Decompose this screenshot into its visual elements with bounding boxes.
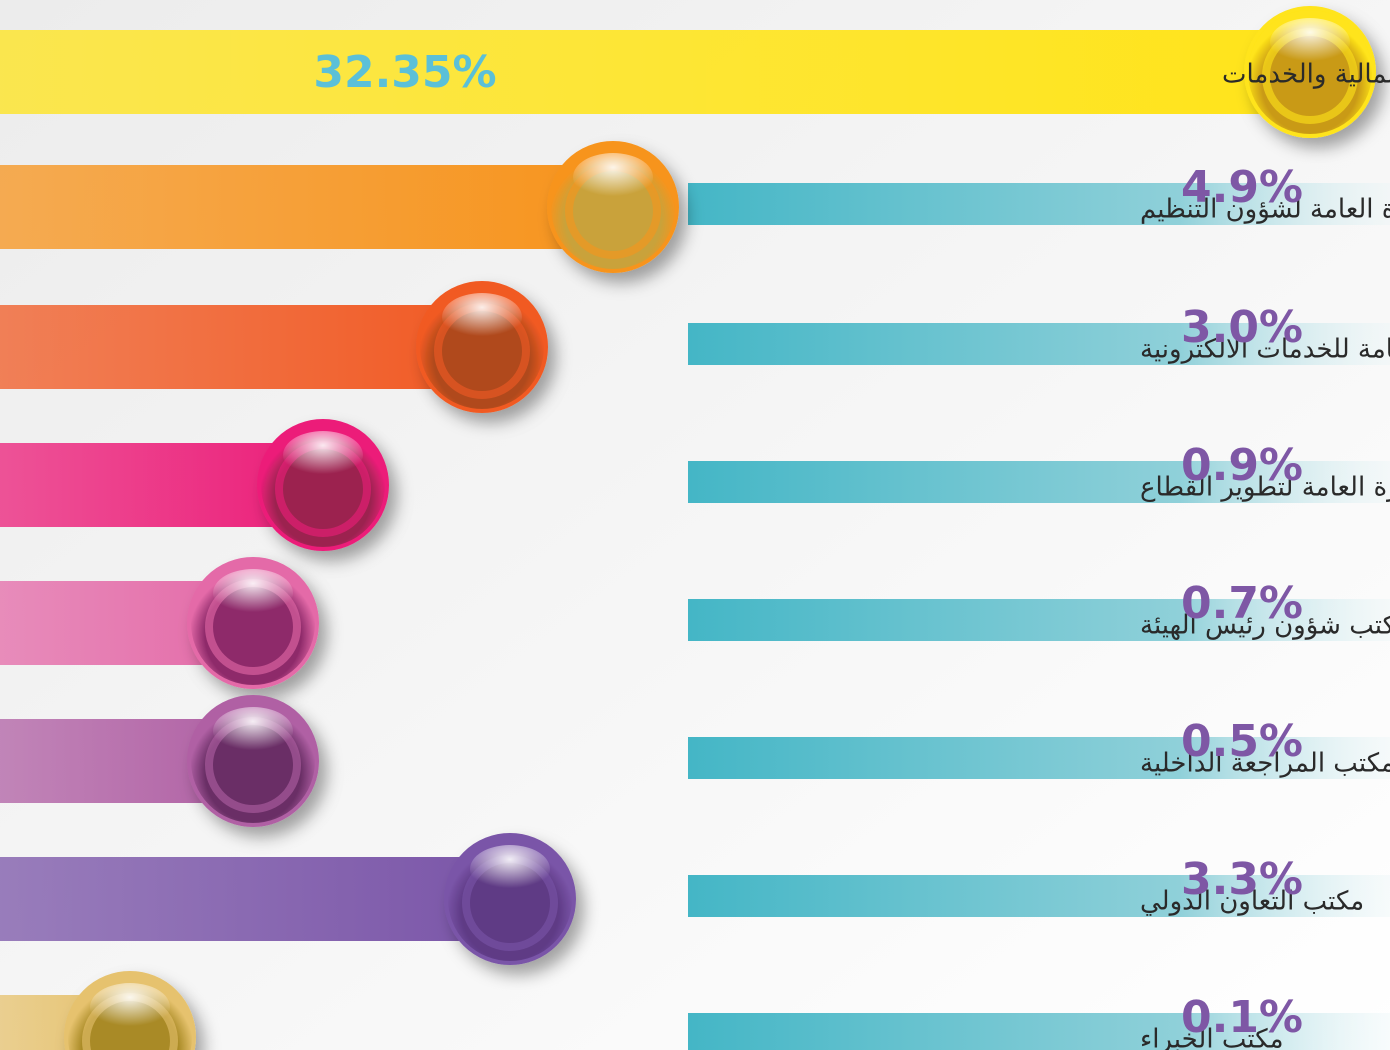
ball-highlight: [213, 707, 293, 755]
bar: [0, 30, 1310, 114]
item-label: الإدارة العامة لتطوير القطاع: [1140, 473, 1390, 503]
item-percent: 0.1%: [1181, 992, 1303, 1043]
item-percent: 4.9%: [1181, 162, 1303, 213]
label-strip: [688, 599, 1390, 641]
item-percent: 3.3%: [1181, 854, 1303, 905]
item-label: مكتب المراجعة الداخلية: [1140, 749, 1390, 779]
label-strip: [688, 875, 1390, 917]
bar: [0, 857, 510, 941]
item-percent: 0.7%: [1181, 578, 1303, 629]
ball-highlight: [470, 845, 550, 893]
item-label: الإدارة العامة للشؤون الإدارية والمالية …: [1222, 60, 1390, 90]
item-label: مكتب التعاون الدولي: [1140, 887, 1364, 917]
label-strip: [688, 737, 1390, 779]
item-percent: 3.0%: [1181, 302, 1303, 353]
ball-highlight: [442, 293, 522, 341]
item-label: الإدارة العامة للخدمات الالكترونية: [1140, 335, 1390, 365]
bar: [0, 165, 613, 249]
label-strip: [688, 183, 1390, 225]
label-strip: [688, 323, 1390, 365]
ball-highlight: [213, 569, 293, 617]
bar: [0, 305, 482, 389]
item-percent: 32.35%: [313, 47, 496, 98]
label-strip: [688, 1013, 1390, 1050]
item-label: مكتب شؤون رئيس الهيئة: [1140, 611, 1390, 641]
item-percent: 0.5%: [1181, 716, 1303, 767]
ball-highlight: [573, 153, 653, 201]
ball-highlight: [283, 431, 363, 479]
ball-highlight: [90, 983, 170, 1031]
item-percent: 0.9%: [1181, 440, 1303, 491]
item-label: مكتب الخبراء: [1140, 1025, 1284, 1050]
item-label: الإدارة العامة لشؤون التنظيم: [1140, 195, 1390, 225]
label-strip: [688, 461, 1390, 503]
ball-highlight: [1270, 18, 1350, 66]
